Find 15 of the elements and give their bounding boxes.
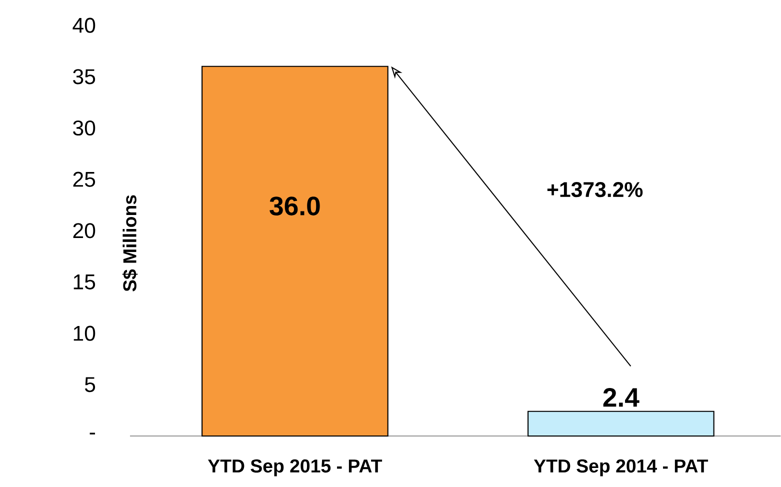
y-tick-label: 35 bbox=[73, 69, 96, 84]
y-tick-label: 25 bbox=[73, 172, 96, 187]
data-label: 36.0 bbox=[270, 196, 320, 216]
y-tick-label: 30 bbox=[73, 120, 96, 136]
y-tick-label: 10 bbox=[74, 326, 96, 341]
x-tick-label: YTD Sep 2014 - PAT bbox=[534, 459, 708, 476]
y-axis-title: S$ Millions bbox=[122, 195, 138, 292]
y-tick-label: - bbox=[90, 432, 96, 434]
y-tick-label: 40 bbox=[72, 18, 96, 33]
x-tick-label: YTD Sep 2015 - PAT bbox=[208, 459, 382, 476]
y-tick-label: 20 bbox=[73, 223, 96, 238]
data-label: 2.4 bbox=[603, 388, 640, 407]
annotation: +1373.2% bbox=[547, 182, 643, 198]
y-tick-label: 15 bbox=[74, 274, 96, 290]
y-tick-label: 5 bbox=[84, 377, 96, 392]
